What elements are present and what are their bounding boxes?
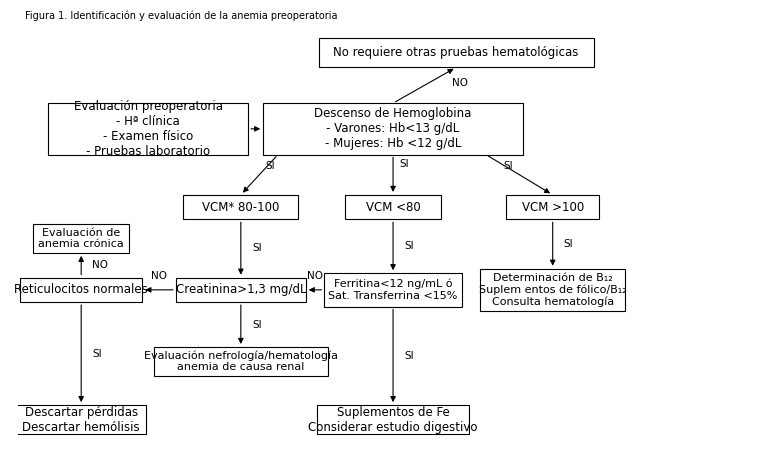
Text: Determinación de B₁₂
Suplem entos de fólico/B₁₂
Consulta hematología: Determinación de B₁₂ Suplem entos de fól… <box>479 273 626 307</box>
Text: VCM* 80-100: VCM* 80-100 <box>202 201 280 214</box>
Text: SI: SI <box>252 320 261 329</box>
Text: SI: SI <box>266 161 275 171</box>
FancyBboxPatch shape <box>176 278 306 302</box>
Text: No requiere otras pruebas hematológicas: No requiere otras pruebas hematológicas <box>334 46 579 59</box>
Text: Suplementos de Fe
Considerar estudio digestivo: Suplementos de Fe Considerar estudio dig… <box>309 405 478 433</box>
FancyBboxPatch shape <box>20 278 142 302</box>
Text: SI: SI <box>404 241 414 251</box>
Text: NO: NO <box>151 271 167 281</box>
Text: Descartar pérdidas
Descartar hemólisis: Descartar pérdidas Descartar hemólisis <box>22 405 140 433</box>
Text: NO: NO <box>307 271 323 281</box>
Text: SI: SI <box>404 351 414 361</box>
Text: Figura 1. Identificación y evaluación de la anemia preoperatoria: Figura 1. Identificación y evaluación de… <box>25 10 338 21</box>
Text: NO: NO <box>92 260 108 270</box>
Text: Evaluación preoperatoria
- Hª clínica
- Examen físico
- Pruebas laboratorio: Evaluación preoperatoria - Hª clínica - … <box>73 100 223 158</box>
Text: VCM >100: VCM >100 <box>521 201 584 214</box>
FancyBboxPatch shape <box>480 269 625 311</box>
FancyBboxPatch shape <box>344 195 441 220</box>
Text: SI: SI <box>564 239 574 249</box>
Text: Descenso de Hemoglobina
- Varones: Hb<13 g/dL
- Mujeres: Hb <12 g/dL: Descenso de Hemoglobina - Varones: Hb<13… <box>315 108 472 150</box>
FancyBboxPatch shape <box>506 195 599 220</box>
Text: NO: NO <box>453 78 469 88</box>
FancyBboxPatch shape <box>325 273 462 306</box>
Text: Creatinina>1,3 mg/dL: Creatinina>1,3 mg/dL <box>175 284 306 297</box>
FancyBboxPatch shape <box>33 224 130 253</box>
Text: VCM <80: VCM <80 <box>366 201 421 214</box>
Text: Evaluación nefrología/hematología
anemia de causa renal: Evaluación nefrología/hematología anemia… <box>144 351 338 373</box>
Text: SI: SI <box>504 161 513 171</box>
FancyBboxPatch shape <box>48 103 248 154</box>
Text: SI: SI <box>92 349 102 359</box>
FancyBboxPatch shape <box>317 405 469 434</box>
FancyBboxPatch shape <box>16 405 146 434</box>
FancyBboxPatch shape <box>184 195 299 220</box>
FancyBboxPatch shape <box>319 38 594 68</box>
Text: Reticulocitos normales: Reticulocitos normales <box>14 284 148 297</box>
Text: SI: SI <box>252 243 261 253</box>
FancyBboxPatch shape <box>154 347 328 376</box>
FancyBboxPatch shape <box>263 103 523 154</box>
Text: Evaluación de
anemia crónica: Evaluación de anemia crónica <box>38 228 124 249</box>
Text: Ferritina<12 ng/mL ó
Sat. Transferrina <15%: Ferritina<12 ng/mL ó Sat. Transferrina <… <box>328 279 458 301</box>
Text: SI: SI <box>399 158 409 168</box>
